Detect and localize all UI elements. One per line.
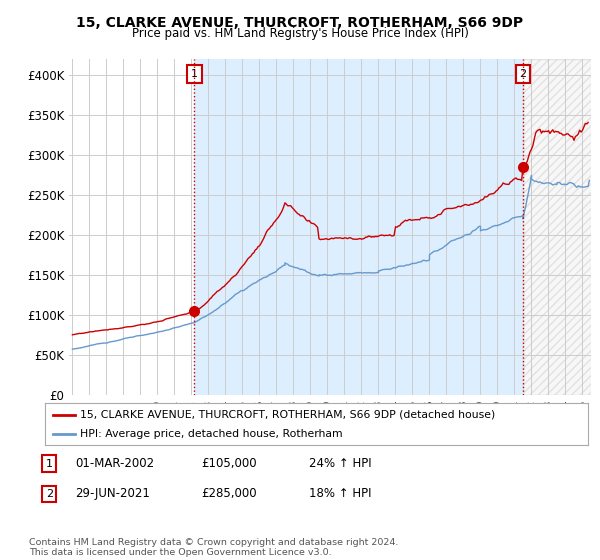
Text: 15, CLARKE AVENUE, THURCROFT, ROTHERHAM, S66 9DP (detached house): 15, CLARKE AVENUE, THURCROFT, ROTHERHAM,…: [80, 409, 496, 419]
Text: 1: 1: [191, 69, 198, 79]
Bar: [194, 59, 523, 395]
Text: Contains HM Land Registry data © Crown copyright and database right 2024.
This d: Contains HM Land Registry data © Crown c…: [29, 538, 398, 557]
Text: 01-MAR-2002: 01-MAR-2002: [75, 457, 154, 470]
Text: 24% ↑ HPI: 24% ↑ HPI: [309, 457, 371, 470]
Text: HPI: Average price, detached house, Rotherham: HPI: Average price, detached house, Roth…: [80, 429, 343, 439]
Text: £105,000: £105,000: [201, 457, 257, 470]
Text: 2: 2: [46, 489, 53, 499]
Text: 2: 2: [520, 69, 527, 79]
Text: £285,000: £285,000: [201, 487, 257, 501]
Text: 29-JUN-2021: 29-JUN-2021: [75, 487, 150, 501]
Bar: [523, 59, 599, 395]
Text: 1: 1: [46, 459, 53, 469]
Text: 15, CLARKE AVENUE, THURCROFT, ROTHERHAM, S66 9DP: 15, CLARKE AVENUE, THURCROFT, ROTHERHAM,…: [76, 16, 524, 30]
Text: 18% ↑ HPI: 18% ↑ HPI: [309, 487, 371, 501]
Text: Price paid vs. HM Land Registry's House Price Index (HPI): Price paid vs. HM Land Registry's House …: [131, 27, 469, 40]
